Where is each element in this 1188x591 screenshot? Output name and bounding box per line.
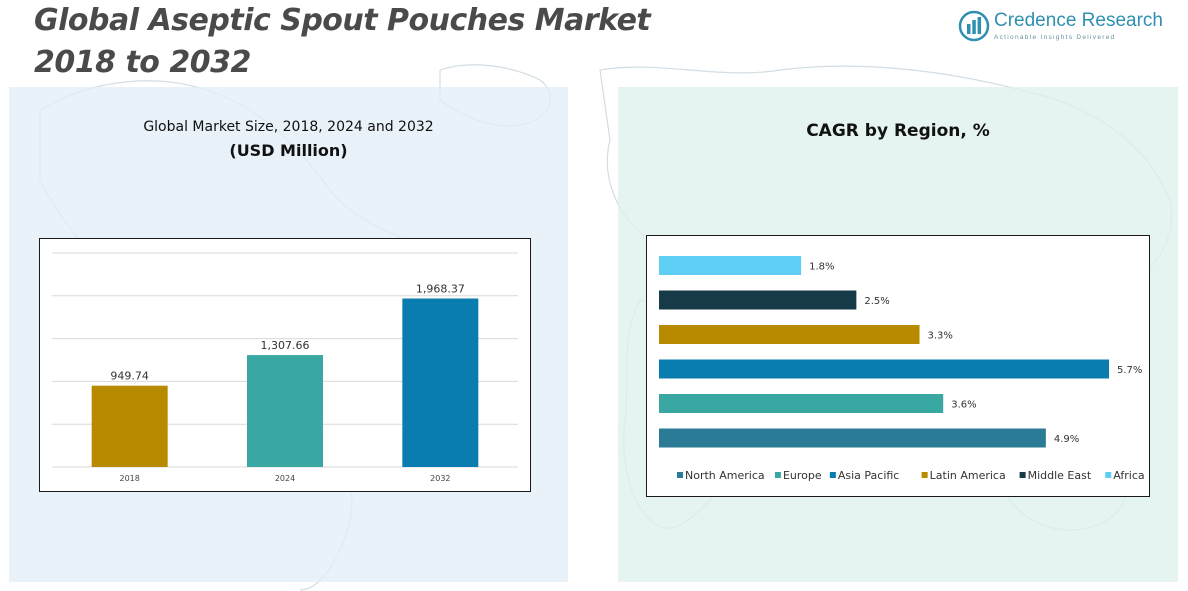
brand-name: Credence Research <box>994 10 1163 31</box>
legend-swatch <box>1019 472 1026 478</box>
market-size-chart-unit: (USD Million) <box>229 141 348 160</box>
x-tick-label: 2018 <box>119 474 139 483</box>
cagr-chart-frame: 1.8% 2.5% 3.3% 5.7% 3.6% 4.9% North America Eur… <box>646 235 1150 497</box>
page-title: Global Aseptic Spout Pouches Market 2018… <box>34 0 651 84</box>
bar-value-label: 1,968.37 <box>416 283 465 296</box>
bar-value-label: 949.74 <box>110 370 149 383</box>
brand-tagline: Actionable Insights Delivered <box>994 34 1116 41</box>
bar-2024 <box>247 355 323 467</box>
cagr-bar-latin-america <box>659 325 920 344</box>
cagr-bar-north-america <box>659 428 1046 448</box>
cagr-panel: CAGR by Region, % 1.8% 2.5% 3.3% 5.7% 3.6% 4.… <box>618 87 1178 582</box>
cagr-bar-chart: 1.8% 2.5% 3.3% 5.7% 3.6% 4.9% North America Eur… <box>659 256 1145 482</box>
credence-research-logo-icon <box>958 10 990 42</box>
legend-swatch <box>774 472 781 478</box>
cagr-bar-asia-pacific <box>659 359 1109 379</box>
legend-swatch <box>1105 472 1112 478</box>
cagr-chart-title: CAGR by Region, % <box>806 121 990 141</box>
legend-label: Asia Pacific <box>838 469 900 482</box>
legend-swatch <box>829 472 836 478</box>
legend-label: Latin America <box>930 469 1006 482</box>
legend-label: Europe <box>783 469 822 482</box>
legend-label: Middle East <box>1028 469 1092 482</box>
cagr-bar-europe <box>659 394 944 413</box>
cagr-bar-africa <box>659 256 802 275</box>
cagr-value-label: 3.3% <box>928 331 953 342</box>
cagr-value-label: 2.5% <box>864 296 889 307</box>
market-size-chart-title: Global Market Size, 2018, 2024 and 2032 <box>143 119 434 135</box>
legend-label: Africa <box>1113 469 1144 482</box>
cagr-value-label: 4.9% <box>1054 434 1079 445</box>
bar-2018 <box>91 385 168 467</box>
bar-value-label: 1,307.66 <box>261 339 310 352</box>
brand-logo: Credence Research Actionable Insights De… <box>958 8 1163 44</box>
bar-2032 <box>402 298 479 467</box>
cagr-value-label: 5.7% <box>1117 365 1142 376</box>
legend-swatch <box>677 472 683 478</box>
cagr-value-label: 3.6% <box>951 400 976 411</box>
title-line-2: 2018 to 2032 <box>34 45 251 80</box>
market-size-bar-chart: 949.74 2018 1,307.66 2024 1,968.37 2032 <box>52 252 518 483</box>
x-tick-label: 2032 <box>430 474 450 483</box>
legend-label: North America <box>685 469 765 482</box>
cagr-value-label: 1.8% <box>809 262 834 273</box>
market-size-chart-frame: 949.74 2018 1,307.66 2024 1,968.37 2032 <box>39 238 531 492</box>
cagr-legend: North America Europe Asia Pacific Latin Ame… <box>677 469 1145 482</box>
cagr-bar-middle-east <box>659 290 857 310</box>
title-line-1: Global Aseptic Spout Pouches Market <box>34 3 651 38</box>
x-tick-label: 2024 <box>275 474 295 483</box>
legend-swatch <box>921 472 928 478</box>
market-size-panel: Global Market Size, 2018, 2024 and 2032 … <box>9 87 568 582</box>
